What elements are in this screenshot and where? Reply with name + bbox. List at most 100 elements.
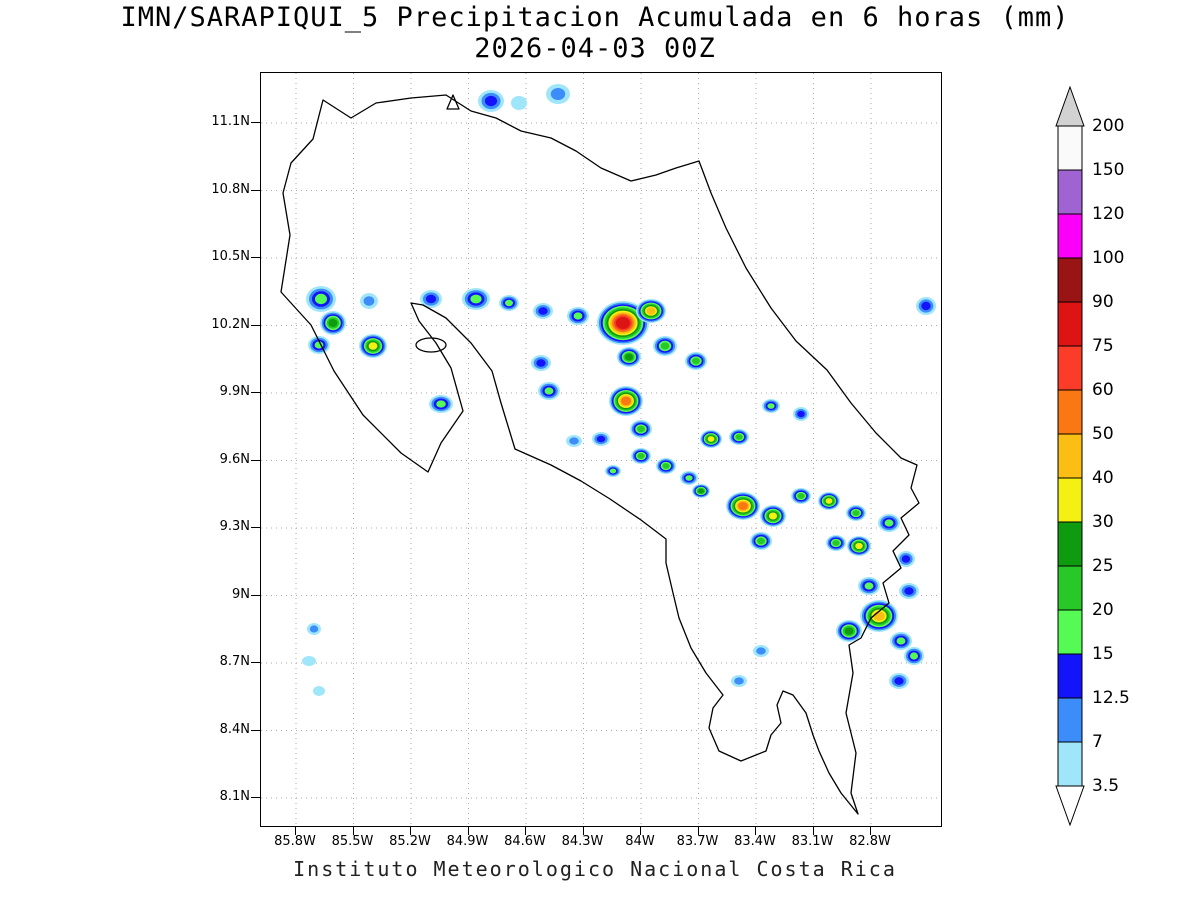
lat-tick-label: 10.2N — [211, 316, 250, 332]
lat-tick-mark — [251, 392, 260, 393]
colorbar-label: 12.5 — [1092, 688, 1130, 708]
map-plot-area — [260, 72, 942, 827]
precip-contour — [757, 537, 765, 545]
precip-contour — [302, 656, 316, 666]
lon-tick-mark — [410, 827, 411, 835]
lon-tick-mark — [870, 827, 871, 835]
precip-contour — [328, 319, 338, 327]
colorbar-label: 75 — [1092, 336, 1114, 356]
small-island-outline — [446, 94, 460, 110]
grid-layer — [261, 73, 941, 826]
attribution-text: Instituto Meteorologico Nacional Costa R… — [293, 857, 897, 881]
lon-tick-label: 84.9W — [446, 834, 489, 849]
lon-tick-label: 84.3W — [561, 834, 604, 849]
lat-tick-mark — [251, 324, 260, 326]
precip-contour — [852, 510, 860, 516]
lat-tick-label: 8.1N — [219, 789, 250, 804]
lat-tick-label: 9N — [232, 586, 250, 602]
precip-contour — [698, 488, 704, 494]
precip-contour — [894, 677, 904, 685]
colorbar-label: 60 — [1092, 380, 1114, 400]
colorbar-segment — [1057, 125, 1083, 171]
precip-contour — [637, 425, 645, 433]
precip-contour — [768, 512, 778, 520]
colorbar-label: 20 — [1092, 600, 1114, 620]
lat-tick-label: 9.6N — [219, 451, 250, 467]
precip-contour — [767, 403, 775, 409]
colorbar-label: 40 — [1092, 468, 1114, 488]
lon-tick-label: 83.7W — [676, 834, 719, 849]
lat-tick-mark — [251, 527, 260, 528]
precip-contour — [910, 652, 918, 660]
precip-contour — [707, 436, 715, 442]
precip-contour — [735, 434, 743, 440]
lat-tick-label: 8.4N — [219, 721, 250, 737]
isla-chira-outline — [415, 337, 447, 353]
precip-contour — [505, 299, 513, 307]
lat-tick-mark — [251, 459, 260, 461]
lon-tick-label: 85.8W — [274, 834, 316, 849]
lat-tick-mark — [251, 729, 260, 731]
colorbar-segment — [1057, 213, 1083, 259]
lon-tick-label: 82.8W — [849, 834, 891, 849]
lat-tick-label: 10.8N — [211, 181, 250, 197]
colorbar-label: 25 — [1092, 556, 1114, 576]
precip-contour — [896, 637, 906, 645]
lat-tick-label: 11.1N — [211, 114, 250, 129]
colorbar-segment — [1057, 433, 1083, 479]
precip-contour — [855, 542, 863, 550]
precip-contour — [596, 435, 606, 443]
colorbar — [1055, 86, 1085, 826]
precip-contour — [569, 437, 579, 445]
lon-tick-label: 84.6W — [504, 834, 546, 849]
colorbar-label: 15 — [1092, 644, 1114, 664]
lat-tick-mark — [251, 662, 260, 663]
precip-contour — [368, 342, 378, 350]
lon-tick-label: 85.2W — [389, 834, 431, 849]
colorbar-segment — [1057, 345, 1083, 391]
figure-subtitle-datetime: 2026-04-03 00Z — [474, 33, 716, 64]
lat-tick-mark — [251, 797, 260, 798]
precip-contour — [511, 96, 527, 110]
colorbar-segment — [1057, 301, 1083, 347]
lat-tick-label: 8.7N — [219, 654, 250, 669]
precip-contour — [470, 294, 482, 304]
precip-contour — [315, 293, 327, 305]
colorbar-segment — [1057, 653, 1083, 699]
lat-tick-label: 9.9N — [219, 384, 250, 399]
lon-tick-label: 84W — [625, 834, 655, 849]
colorbar-label: 3.5 — [1092, 776, 1120, 796]
precip-contour — [901, 555, 911, 563]
colorbar-segment — [1057, 389, 1083, 435]
lon-tick-mark — [352, 827, 354, 835]
precip-contour — [573, 312, 583, 320]
colorbar-segment — [1057, 697, 1083, 743]
precip-contour — [921, 301, 931, 311]
precip-contour — [363, 296, 375, 306]
colorbar-cap-bottom — [1055, 785, 1085, 826]
lon-tick-label: 83.4W — [734, 834, 776, 849]
colorbar-segment — [1057, 609, 1083, 655]
lon-tick-label: 85.5W — [331, 834, 374, 849]
lon-tick-mark — [582, 827, 584, 835]
precip-contour — [734, 677, 744, 685]
colorbar-label: 100 — [1092, 248, 1125, 268]
lat-tick-mark — [251, 189, 260, 191]
precip-contour — [436, 400, 446, 408]
lat-tick-label: 10.5N — [211, 249, 250, 264]
precip-contour — [538, 307, 548, 315]
costa-rica-coastline — [280, 94, 920, 815]
precip-contour — [692, 357, 700, 365]
lon-tick-mark — [467, 827, 469, 835]
colorbar-segment — [1057, 257, 1083, 303]
precip-contour — [544, 387, 554, 395]
precip-contour — [797, 410, 805, 418]
precip-contour — [637, 453, 645, 459]
colorbar-segment — [1057, 169, 1083, 215]
lon-tick-mark — [295, 827, 296, 835]
lat-tick-mark — [251, 594, 260, 596]
colorbar-label: 150 — [1092, 160, 1125, 180]
precip-contour — [660, 342, 670, 350]
colorbar-label: 120 — [1092, 204, 1125, 224]
